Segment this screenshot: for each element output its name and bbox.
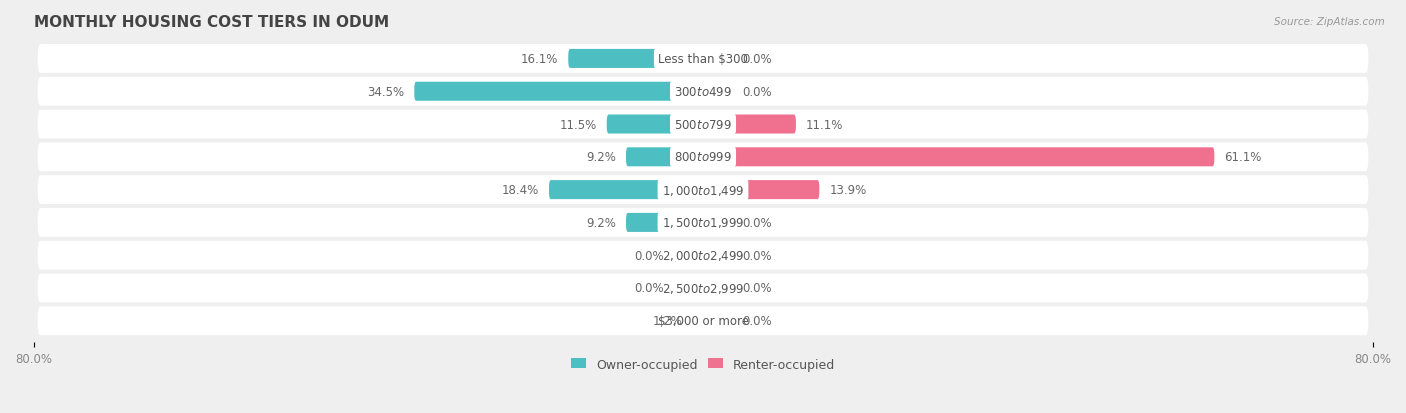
FancyBboxPatch shape	[626, 214, 703, 233]
FancyBboxPatch shape	[568, 50, 703, 69]
FancyBboxPatch shape	[38, 274, 1368, 303]
FancyBboxPatch shape	[703, 148, 1215, 167]
FancyBboxPatch shape	[38, 45, 1368, 74]
Text: Less than $300: Less than $300	[658, 53, 748, 66]
Text: $2,000 to $2,499: $2,000 to $2,499	[662, 249, 744, 263]
FancyBboxPatch shape	[38, 241, 1368, 270]
FancyBboxPatch shape	[703, 279, 733, 298]
FancyBboxPatch shape	[673, 246, 703, 265]
Text: 0.0%: 0.0%	[742, 53, 772, 66]
Text: 0.0%: 0.0%	[742, 315, 772, 328]
FancyBboxPatch shape	[673, 279, 703, 298]
Text: 0.0%: 0.0%	[742, 216, 772, 229]
Text: 1.2%: 1.2%	[652, 315, 683, 328]
Text: 11.5%: 11.5%	[560, 118, 596, 131]
FancyBboxPatch shape	[703, 214, 733, 233]
Text: 34.5%: 34.5%	[367, 85, 405, 98]
Text: $1,500 to $1,999: $1,500 to $1,999	[662, 216, 744, 230]
FancyBboxPatch shape	[607, 115, 703, 134]
FancyBboxPatch shape	[38, 78, 1368, 107]
Text: 0.0%: 0.0%	[634, 249, 664, 262]
Text: $1,000 to $1,499: $1,000 to $1,499	[662, 183, 744, 197]
Text: 61.1%: 61.1%	[1225, 151, 1261, 164]
Legend: Owner-occupied, Renter-occupied: Owner-occupied, Renter-occupied	[567, 353, 839, 375]
Text: MONTHLY HOUSING COST TIERS IN ODUM: MONTHLY HOUSING COST TIERS IN ODUM	[34, 15, 388, 30]
Text: 0.0%: 0.0%	[742, 249, 772, 262]
FancyBboxPatch shape	[626, 148, 703, 167]
FancyBboxPatch shape	[415, 83, 703, 102]
Text: 13.9%: 13.9%	[830, 184, 866, 197]
Text: 11.1%: 11.1%	[806, 118, 844, 131]
FancyBboxPatch shape	[703, 311, 733, 330]
Text: $500 to $799: $500 to $799	[673, 118, 733, 131]
FancyBboxPatch shape	[693, 311, 703, 330]
FancyBboxPatch shape	[38, 143, 1368, 172]
FancyBboxPatch shape	[703, 246, 733, 265]
FancyBboxPatch shape	[38, 110, 1368, 139]
FancyBboxPatch shape	[703, 115, 796, 134]
Text: Source: ZipAtlas.com: Source: ZipAtlas.com	[1274, 17, 1385, 26]
Text: $800 to $999: $800 to $999	[673, 151, 733, 164]
Text: $2,500 to $2,999: $2,500 to $2,999	[662, 281, 744, 295]
FancyBboxPatch shape	[38, 176, 1368, 204]
FancyBboxPatch shape	[703, 180, 820, 199]
Text: 0.0%: 0.0%	[742, 282, 772, 295]
Text: 18.4%: 18.4%	[502, 184, 538, 197]
Text: 9.2%: 9.2%	[586, 151, 616, 164]
Text: $300 to $499: $300 to $499	[673, 85, 733, 98]
FancyBboxPatch shape	[38, 306, 1368, 335]
FancyBboxPatch shape	[703, 83, 733, 102]
FancyBboxPatch shape	[548, 180, 703, 199]
Text: 16.1%: 16.1%	[520, 53, 558, 66]
Text: 0.0%: 0.0%	[742, 85, 772, 98]
Text: 9.2%: 9.2%	[586, 216, 616, 229]
Text: 0.0%: 0.0%	[634, 282, 664, 295]
FancyBboxPatch shape	[38, 209, 1368, 237]
FancyBboxPatch shape	[703, 50, 733, 69]
Text: $3,000 or more: $3,000 or more	[658, 315, 748, 328]
